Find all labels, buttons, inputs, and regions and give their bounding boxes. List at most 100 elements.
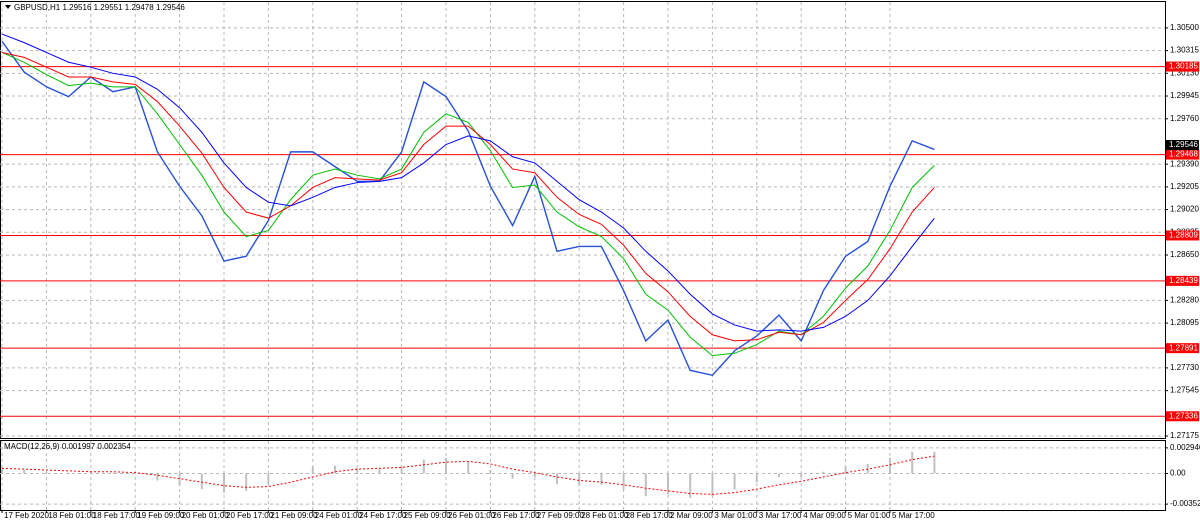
macd-bar	[667, 473, 669, 495]
macd-bar	[689, 473, 692, 498]
y-tick-label: 1.29020	[1170, 205, 1199, 214]
level-tag	[1166, 230, 1199, 241]
macd-bar	[467, 461, 470, 474]
x-tick-label: 28 Feb 01:00	[581, 511, 629, 520]
macd-bar	[511, 473, 514, 479]
macd-bar	[911, 451, 914, 474]
x-tick-label: 5 Mar 01:00	[848, 511, 891, 520]
x-tick-label: 20 Feb 01:00	[182, 511, 230, 520]
y-tick-label: 1.27545	[1170, 386, 1199, 395]
x-tick-label: 17 Feb 2020	[4, 511, 49, 520]
level-label: 1.27336	[1169, 411, 1198, 420]
macd-header: MACD(12,26,9) 0.001997 0.002354	[4, 442, 131, 451]
x-tick-label: 26 Feb 01:00	[448, 511, 496, 520]
x-tick-label: 18 Feb 17:00	[93, 511, 141, 520]
y-tick-label: 1.29945	[1170, 91, 1199, 100]
x-tick-label: 20 Feb 17:00	[226, 511, 274, 520]
price-line	[1, 51, 935, 357]
price-header: GBPUSD,H1 1.29516 1.29551 1.29478 1.2954…	[14, 3, 185, 12]
macd-bar	[800, 473, 803, 477]
macd-bar	[223, 473, 225, 493]
x-tick-label: 2 Mar 09:00	[670, 511, 713, 520]
level-tag	[1166, 149, 1199, 160]
x-tick-label: 4 Mar 09:00	[803, 511, 846, 520]
x-tick-label: 18 Feb 01:00	[48, 511, 96, 520]
macd-bar	[267, 473, 270, 484]
y-tick-label: 1.29390	[1170, 159, 1199, 168]
macd-bar	[311, 466, 314, 474]
y-tick-label: 1.28650	[1170, 250, 1199, 259]
quote-open: 1.29516	[62, 3, 91, 12]
signal-line	[1, 455, 935, 495]
macd-bar	[356, 468, 359, 474]
macd-main: 0.001997	[62, 442, 96, 451]
macd-bar	[733, 473, 736, 490]
x-tick-label: 24 Feb 17:00	[359, 511, 407, 520]
marks	[0, 33, 1165, 498]
y-tick-label: 1.30315	[1170, 46, 1199, 55]
y-tick-label: 1.29760	[1170, 114, 1199, 123]
y-tick-label: 1.30500	[1170, 23, 1199, 32]
macd-bar	[822, 471, 825, 474]
grid	[0, 2, 1168, 513]
price-line	[1, 51, 935, 342]
macd-bar	[711, 473, 714, 497]
main-panel	[0, 1, 1166, 439]
macd-bar	[489, 470, 492, 474]
macd-bar	[933, 451, 936, 474]
macd-bar	[844, 466, 847, 474]
x-tick-label: 27 Feb 09:00	[537, 511, 585, 520]
x-tick-label: 21 Feb 09:00	[270, 511, 318, 520]
macd-bar	[334, 465, 336, 474]
x-tick-label: 3 Mar 17:00	[759, 511, 802, 520]
y-tick-label: 0.002946	[1170, 443, 1200, 452]
y-tick-label: -0.003522	[1170, 499, 1200, 508]
level-label: 1.28439	[1169, 276, 1198, 285]
macd-bar	[112, 472, 114, 474]
x-tick-label: 19 Feb 09:00	[137, 511, 185, 520]
price-line	[1, 33, 935, 332]
macd-bar	[755, 473, 758, 483]
macd-bar	[556, 473, 558, 484]
current-price-tag	[1166, 140, 1199, 151]
symbol-title: GBPUSD,H1	[14, 3, 61, 12]
macd-signal: 0.002354	[97, 442, 131, 451]
y-tick-label: 0.00	[1170, 469, 1186, 478]
x-tick-label: 3 Mar 01:00	[714, 511, 757, 520]
macd-bar	[622, 473, 625, 490]
level-tag	[1166, 343, 1199, 354]
macd-bar	[67, 472, 70, 474]
macd-bar	[778, 473, 780, 477]
current-price-label: 1.29546	[1169, 140, 1198, 149]
macd-bar	[134, 473, 137, 474]
macd-bar	[378, 469, 381, 474]
macd-bar	[45, 471, 48, 474]
macd-bar	[89, 471, 92, 474]
macd-bar	[422, 459, 425, 474]
quote-high: 1.29551	[94, 3, 123, 12]
level-tag	[1166, 411, 1199, 422]
x-tick-label: 5 Mar 17:00	[892, 511, 935, 520]
x-tick-label: 25 Feb 09:00	[404, 511, 452, 520]
macd-bar	[178, 473, 181, 486]
quote-low: 1.29478	[125, 3, 154, 12]
macd-bar	[200, 473, 203, 490]
macd-bar	[156, 473, 159, 481]
macd-panel	[0, 440, 1166, 511]
macd-title: MACD(12,26,9)	[4, 442, 60, 451]
macd-bar	[1, 469, 3, 474]
level-label: 1.30185	[1169, 62, 1198, 71]
x-tick-label: 26 Feb 17:00	[492, 511, 540, 520]
y-tick-label: 1.29205	[1170, 182, 1199, 191]
x-tick-label: 28 Feb 17:00	[626, 511, 674, 520]
macd-bar	[289, 473, 292, 474]
x-tick-label: 24 Feb 01:00	[315, 511, 363, 520]
macd-bar	[889, 457, 891, 474]
macd-bar	[533, 473, 536, 477]
macd-bar	[644, 473, 647, 497]
y-tick-label: 1.27175	[1170, 431, 1199, 440]
macd-bar	[445, 457, 447, 474]
macd-bar	[578, 473, 581, 486]
